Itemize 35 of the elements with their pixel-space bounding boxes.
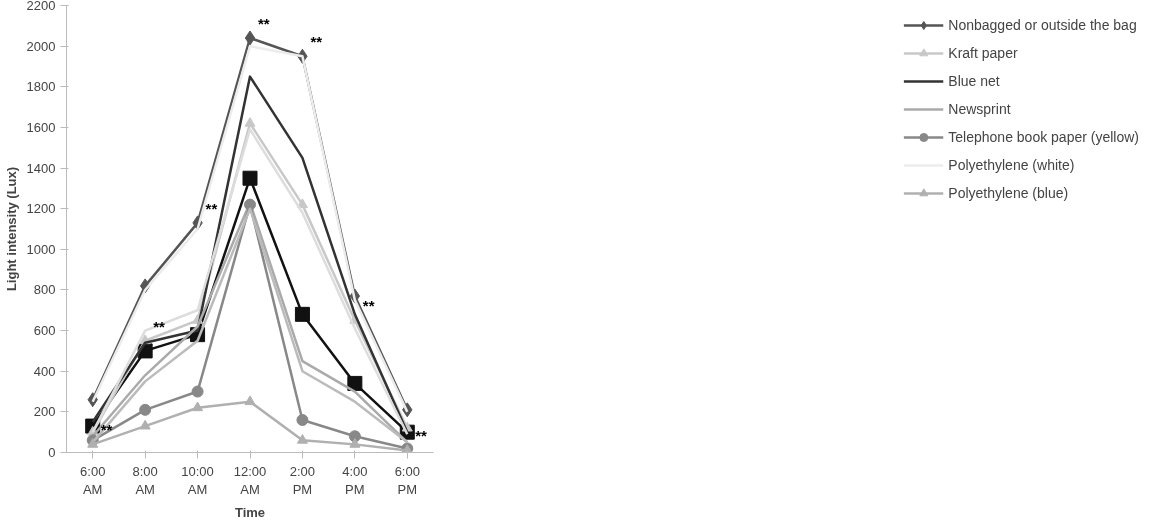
y-tick-label: 2000 xyxy=(26,38,56,54)
legend-label: Newsprint xyxy=(948,101,1011,117)
annotation: ** xyxy=(205,199,218,217)
y-tick-label: 200 xyxy=(33,404,56,420)
x-tick-label: 10:00 AM xyxy=(181,463,214,497)
x-tick-label: 6:00 AM xyxy=(80,463,106,497)
x-tick-label: 6:00 PM xyxy=(394,463,420,497)
annotation: ** xyxy=(100,421,113,439)
legend-label: Nonbagged or outside the bag xyxy=(948,17,1137,33)
annotation: ** xyxy=(258,15,270,33)
y-tick-label: 1400 xyxy=(26,160,56,176)
x-axis-title: Time xyxy=(234,504,266,520)
x-tick-label: 4:00 PM xyxy=(342,463,368,497)
y-tick-label: 1800 xyxy=(26,79,56,95)
x-tick-label: 2:00 PM xyxy=(289,463,316,497)
legend-label: Polyethylene (white) xyxy=(948,157,1075,173)
legend-label: Blue net xyxy=(948,73,1000,89)
y-tick-label: 1000 xyxy=(26,241,56,257)
legend-label: Telephone book paper (yellow) xyxy=(948,129,1139,145)
y-tick-label: 0 xyxy=(48,445,56,460)
annotation: ** xyxy=(415,427,428,445)
y-tick-label: 800 xyxy=(33,282,56,298)
y-tick-label: 600 xyxy=(33,323,56,339)
x-tick-label: 12:00 AM xyxy=(233,463,267,497)
annotation: ** xyxy=(310,33,323,51)
x-tick-label: 8:00 AM xyxy=(132,463,158,497)
annotation: ** xyxy=(362,297,375,315)
y-tick-label: 1200 xyxy=(26,201,56,217)
y-tick-label: 1600 xyxy=(26,119,56,135)
y-axis-title: Light intensity (Lux) xyxy=(3,166,19,292)
legend-label: Polyethylene (blue) xyxy=(948,185,1069,201)
legend-label: Kraft paper xyxy=(948,45,1018,61)
annotation: ** xyxy=(153,317,165,335)
y-tick-label: 2200 xyxy=(26,0,56,13)
y-tick-label: 400 xyxy=(33,363,56,379)
